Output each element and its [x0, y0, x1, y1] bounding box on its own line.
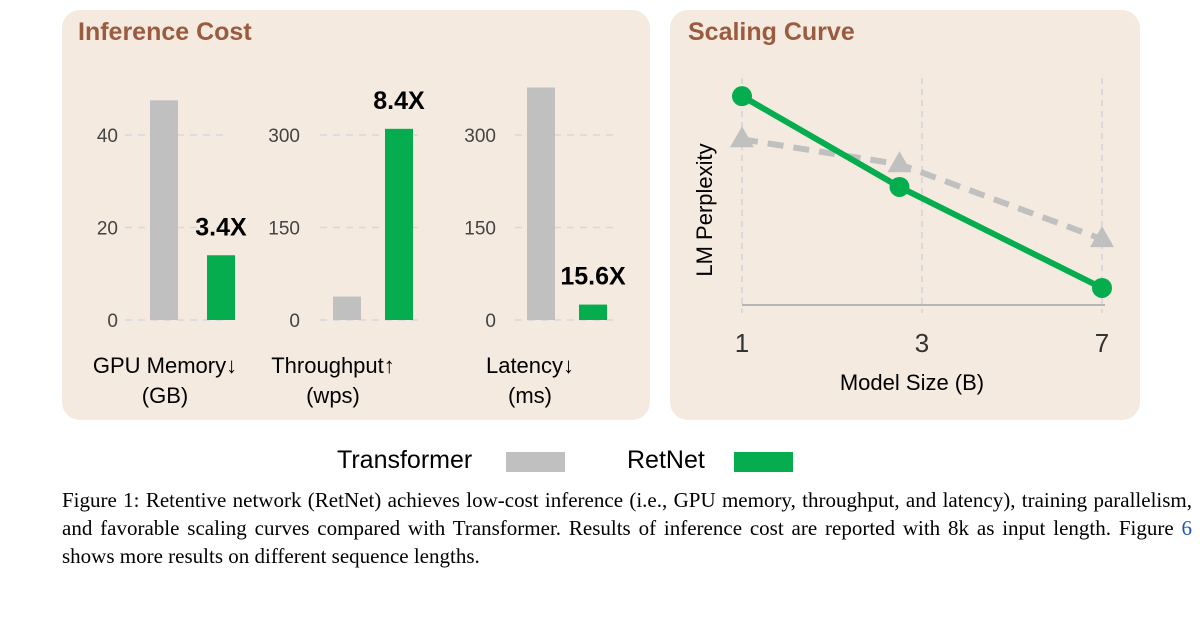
- marker-transformer: [730, 126, 754, 148]
- x-axis-title: Model Size (B): [840, 370, 984, 395]
- bar-retnet: [579, 304, 607, 320]
- y-tick-label: 150: [268, 219, 300, 240]
- y-axis-title: LM Perplexity: [692, 143, 717, 276]
- bar-transformer: [333, 296, 361, 320]
- marker-retnet: [1092, 277, 1112, 298]
- x-axis-unit: (ms): [508, 383, 552, 408]
- speedup-annotation: 3.4X: [195, 213, 247, 241]
- figure-link[interactable]: 6: [1181, 516, 1193, 540]
- bar-transformer: [527, 87, 555, 321]
- x-axis-unit: (GB): [142, 383, 188, 408]
- bar-transformer: [150, 100, 178, 320]
- y-tick-label: 0: [289, 311, 300, 332]
- caption-text-end: shows more results on different sequence…: [62, 544, 480, 568]
- x-axis-label: Throughput↑: [271, 353, 395, 378]
- figure-svg: 0 20 40 3.4X GPU Memory↓ (GB) 0 150 300 8.4X Throu…: [93, 78, 1114, 408]
- y-tick-label: 0: [107, 311, 118, 332]
- y-tick-label: 40: [97, 126, 118, 147]
- marker-transformer: [1090, 226, 1114, 248]
- x-tick-label: 1: [735, 328, 749, 358]
- marker-transformer: [887, 151, 912, 173]
- y-tick-label: 0: [485, 311, 496, 332]
- speedup-annotation: 15.6X: [560, 263, 626, 291]
- scaling-curve-panel: [670, 10, 1140, 420]
- x-tick-label: 3: [915, 328, 929, 358]
- legend-retnet-label: RetNet: [627, 446, 705, 474]
- marker-retnet: [732, 86, 752, 107]
- legend-transformer-swatch: [506, 452, 565, 472]
- x-axis-unit: (wps): [306, 383, 360, 408]
- figure-caption: Figure 1: Retentive network (RetNet) ach…: [62, 486, 1192, 570]
- y-tick-label: 150: [464, 219, 496, 240]
- scaling-curve-title: Scaling Curve: [688, 18, 855, 46]
- legend-transformer-label: Transformer: [337, 446, 473, 474]
- caption-text: Figure 1: Retentive network (RetNet) ach…: [62, 488, 1192, 540]
- bar-retnet: [207, 255, 235, 320]
- y-tick-label: 20: [97, 219, 118, 240]
- marker-retnet: [889, 176, 910, 197]
- y-tick-label: 300: [464, 126, 496, 147]
- inference-cost-title: Inference Cost: [78, 18, 252, 46]
- x-tick-label: 7: [1095, 328, 1109, 358]
- bar-retnet: [385, 128, 413, 320]
- x-axis-label: GPU Memory↓: [93, 353, 237, 378]
- legend-retnet-swatch: [734, 452, 793, 472]
- y-tick-label: 300: [268, 126, 300, 147]
- speedup-annotation: 8.4X: [373, 87, 425, 115]
- x-axis-label: Latency↓: [486, 353, 574, 378]
